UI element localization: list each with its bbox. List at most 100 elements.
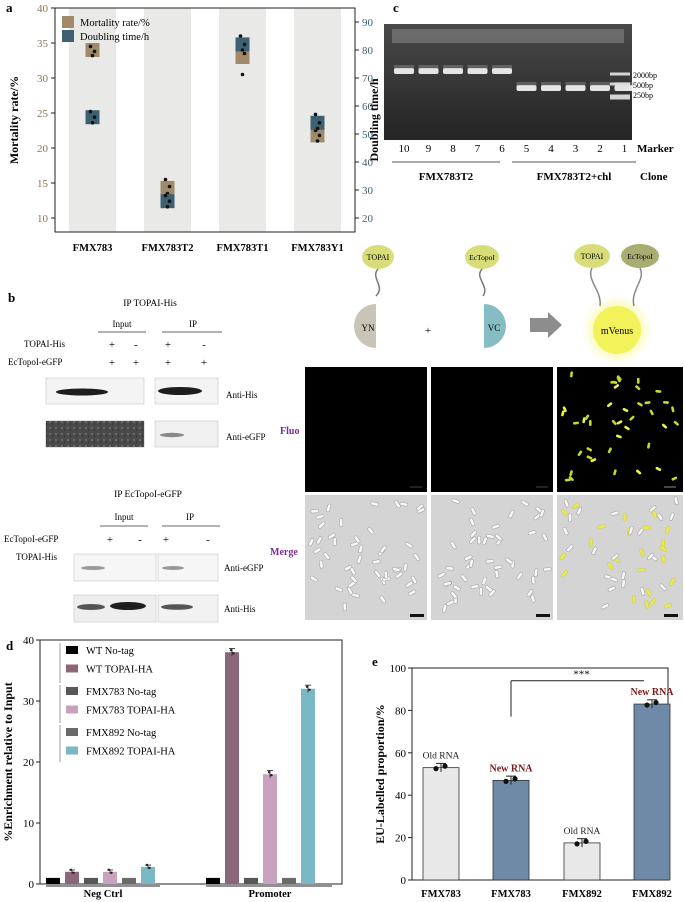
gel-band xyxy=(614,85,635,91)
group2-label: FMX783T2+chl xyxy=(537,171,612,183)
ytick-left-label: 20 xyxy=(37,143,49,155)
merge-cell xyxy=(395,571,403,579)
point-dot xyxy=(163,193,168,198)
xtick-label: Promoter xyxy=(249,889,292,900)
group1-label: FMX783T2 xyxy=(419,171,474,183)
bifc-schematic: TOPAI YN + EcTopoI VC mVenus TOPAI EcTop… xyxy=(354,244,659,366)
ylabel: EU-Labelled proportion/% xyxy=(373,704,387,843)
merge-cell xyxy=(453,584,461,592)
merge-cell xyxy=(310,509,319,514)
merge-cell xyxy=(530,594,536,603)
merge-cell xyxy=(541,533,548,542)
gel-image xyxy=(384,24,635,140)
point-box xyxy=(160,180,175,195)
fluo-cell xyxy=(673,420,679,426)
merge-cell xyxy=(485,559,495,564)
vc-half xyxy=(484,304,506,348)
condition-mark: + xyxy=(109,339,115,351)
merge-cell xyxy=(343,565,352,572)
merge-cell xyxy=(367,527,375,535)
merge-cell xyxy=(576,507,583,516)
lane-label: 8 xyxy=(450,143,456,155)
merge-cell xyxy=(437,572,446,579)
topai-oval-1-label: TOPAI xyxy=(367,253,390,262)
merge-cell xyxy=(443,581,452,587)
ectopoi-oval-1 xyxy=(465,245,499,269)
merge-cell xyxy=(494,569,500,579)
legend-label: Mortality rate/% xyxy=(80,18,150,29)
merge-cell xyxy=(477,535,482,545)
merge-cell xyxy=(318,521,326,529)
vc-label: VC xyxy=(488,323,501,333)
point-dot xyxy=(317,133,322,138)
legend-swatch xyxy=(66,705,78,714)
bar-annotation: New RNA xyxy=(489,763,533,774)
fluo-cell xyxy=(644,401,651,405)
condition-mark: + xyxy=(201,357,207,369)
gel-band-smear xyxy=(565,82,586,86)
merge-cell xyxy=(356,555,362,564)
merge-cell xyxy=(442,604,447,613)
topai-oval-2-label: TOPAI xyxy=(581,252,604,261)
gel-band xyxy=(590,85,610,91)
replicate-dot xyxy=(232,652,235,655)
coip2-input-header: Input xyxy=(115,512,134,522)
replicate-dot xyxy=(69,868,73,871)
condition-mark: - xyxy=(206,534,210,546)
ytick-label: 10 xyxy=(23,818,35,830)
bar xyxy=(492,779,530,881)
merge-cell xyxy=(323,552,331,560)
merge-cell xyxy=(637,568,646,573)
merge-cell xyxy=(597,524,606,530)
merge-cell xyxy=(533,568,539,577)
merge-cell xyxy=(478,587,483,596)
fluo-cell xyxy=(671,406,675,413)
merge-cell xyxy=(661,554,666,564)
lane-label: 7 xyxy=(475,143,481,155)
legend-swatch xyxy=(66,728,78,736)
point-dot xyxy=(88,44,93,49)
fluo-cell xyxy=(569,470,573,477)
micro-merge-1 xyxy=(305,495,427,620)
gel-marker-labels: 2000bp 500bp 250bp xyxy=(633,71,657,100)
panel-e-chart: 0 20 40 60 80 100 EU-Labelled proportion/% Old … xyxy=(373,663,674,900)
merge-cell xyxy=(591,546,598,555)
merge-cell xyxy=(342,602,347,612)
bar xyxy=(263,774,277,884)
point-dot xyxy=(165,205,170,209)
gel-band xyxy=(443,68,463,74)
legend-label: FMX783 No-tag xyxy=(86,687,157,698)
point-dot xyxy=(92,49,97,54)
lane-label: 1 xyxy=(622,143,628,155)
gel-band-smear xyxy=(516,82,537,86)
gel-band-smear xyxy=(492,65,512,69)
merge-cell xyxy=(589,538,593,547)
panel-d-chart: 0 10 20 30 40 %Enrichment relative to Input Ne… xyxy=(1,635,343,900)
fluo-cell xyxy=(586,455,593,460)
fluo-cell xyxy=(569,371,573,378)
merge-cell xyxy=(482,536,488,545)
fluo-cell xyxy=(613,384,620,389)
merge-cell xyxy=(668,512,675,521)
merge-cell xyxy=(656,513,664,521)
topai-oval-2 xyxy=(574,244,610,268)
merge-cell xyxy=(639,548,645,557)
merge-cell xyxy=(310,575,318,583)
lane-label: 4 xyxy=(548,143,554,155)
ylabel-left: Mortality rate/% xyxy=(7,76,21,164)
merge-cells xyxy=(308,496,679,613)
replicate-dot xyxy=(270,774,273,777)
fluo-cell xyxy=(610,380,617,384)
bar-annotation: New RNA xyxy=(630,687,674,698)
coip2-row2-label: TOPAI-His xyxy=(16,552,58,562)
fluo-cell xyxy=(607,402,613,408)
ytick-label: 0 xyxy=(29,879,35,891)
coip2-row1-label: EcTopoI-eGFP xyxy=(4,534,58,544)
ytick-right-label: 60 xyxy=(362,101,374,113)
condition-mark: + xyxy=(107,534,113,546)
ytick-label: 20 xyxy=(395,833,407,845)
point-box xyxy=(235,50,250,64)
fluo-cell xyxy=(624,425,630,431)
merge-cell xyxy=(379,595,387,604)
ytick-left-label: 25 xyxy=(37,108,49,120)
